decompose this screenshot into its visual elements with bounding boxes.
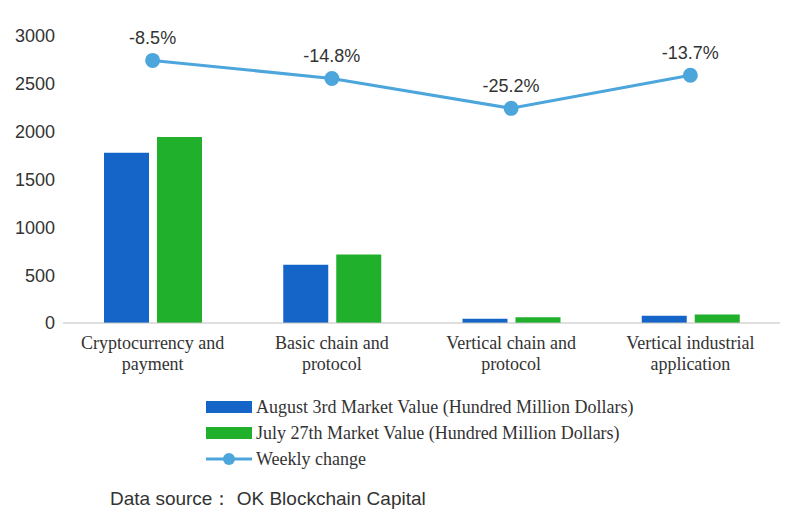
svg-text:1000: 1000 (15, 218, 55, 238)
svg-text:Basic chain andprotocol: Basic chain andprotocol (275, 333, 389, 374)
svg-text:Vertical chain andprotocol: Vertical chain andprotocol (446, 333, 576, 374)
svg-text:-25.2%: -25.2% (483, 76, 540, 96)
svg-text:-8.5%: -8.5% (129, 28, 176, 48)
svg-text:2000: 2000 (15, 122, 55, 142)
svg-text:-14.8%: -14.8% (303, 46, 360, 66)
svg-text:3000: 3000 (15, 26, 55, 46)
svg-text:2500: 2500 (15, 74, 55, 94)
html-text:August 3rd Market Value (Hundr: August 3rd Market Value (Hundred Million… (256, 396, 634, 417)
svg-text:500: 500 (25, 266, 55, 286)
svg-text:1500: 1500 (15, 170, 55, 190)
svg-text:Cryptocurrency andpayment: Cryptocurrency andpayment (81, 333, 224, 374)
html-text:Data source： OK Blockchain Cap: Data source： OK Blockchain Capital (110, 488, 426, 509)
svg-text:0: 0 (45, 313, 55, 333)
html-text:July 27th Market Value (Hundre: July 27th Market Value (Hundred Million … (256, 422, 620, 443)
svg-text:-13.7%: -13.7% (662, 43, 719, 63)
svg-text:Vertical industrialapplication: Vertical industrialapplication (626, 333, 754, 374)
html-text:Weekly change: Weekly change (256, 448, 366, 469)
